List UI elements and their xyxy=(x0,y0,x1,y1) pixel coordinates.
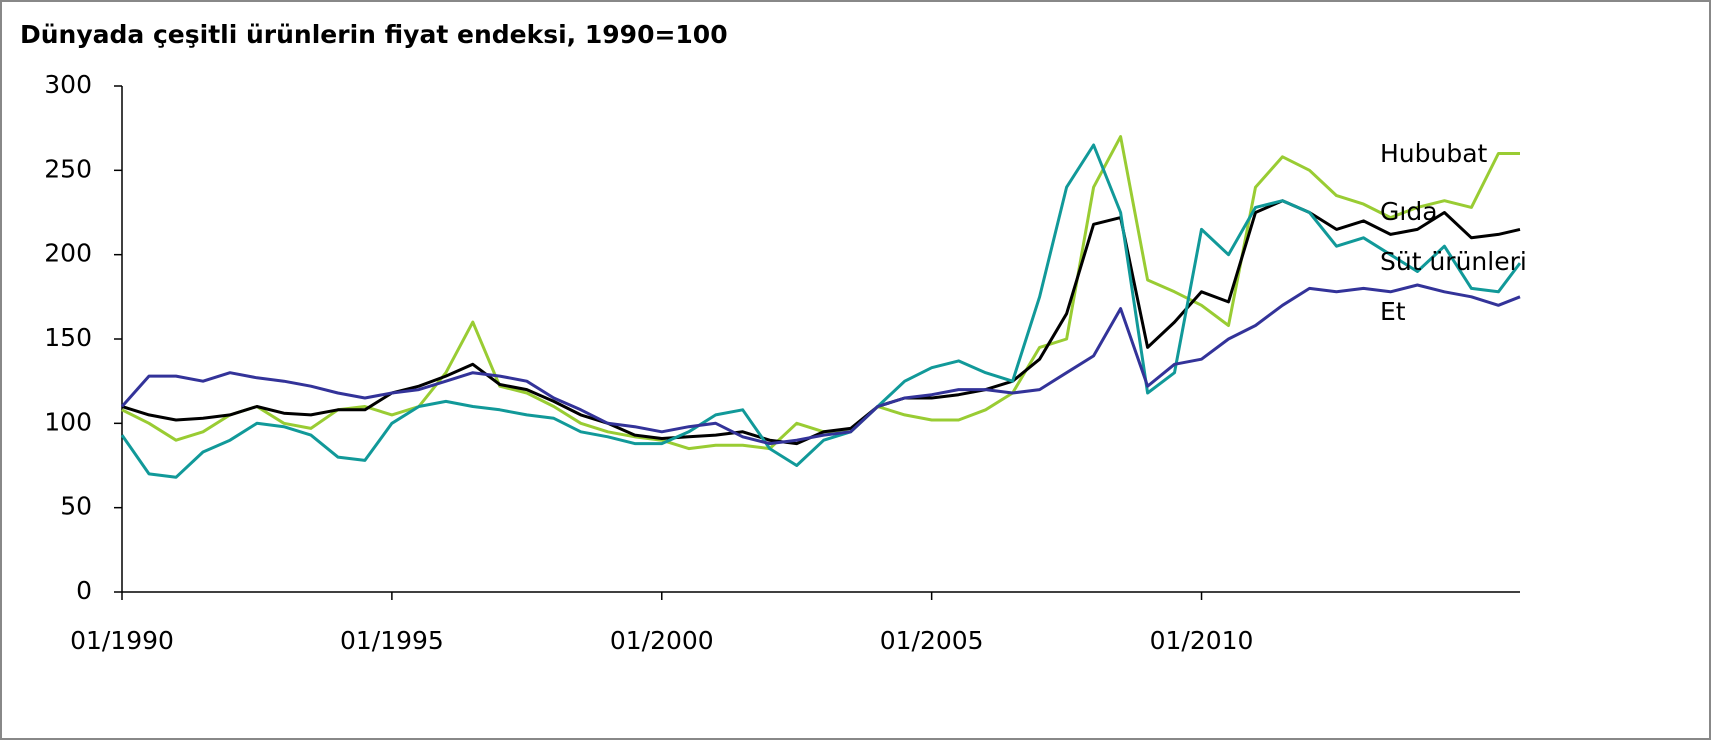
y-tick-label: 250 xyxy=(44,154,92,183)
y-tick-label: 200 xyxy=(44,239,92,268)
x-tick-label: 01/1995 xyxy=(340,626,444,655)
x-tick-label: 01/1990 xyxy=(70,626,174,655)
legend-label: Hububat xyxy=(1380,139,1488,168)
series-line xyxy=(120,143,1522,479)
x-tick-label: 01/2005 xyxy=(880,626,984,655)
legend-label: Et xyxy=(1380,297,1406,326)
x-tick-label: 01/2000 xyxy=(610,626,714,655)
y-tick-label: 300 xyxy=(44,70,92,99)
y-tick-label: 150 xyxy=(44,323,92,352)
legend-label: Süt ürünleri xyxy=(1380,247,1527,276)
legend-label: Gıda xyxy=(1380,197,1438,226)
series-line xyxy=(120,283,1521,446)
x-tick-label: 01/2010 xyxy=(1150,626,1254,655)
chart-title: Dünyada çeşitli ürünlerin fiyat endeksi,… xyxy=(20,20,728,49)
y-tick-label: 0 xyxy=(76,576,92,605)
y-tick-label: 50 xyxy=(60,492,92,521)
y-tick-label: 100 xyxy=(44,407,92,436)
